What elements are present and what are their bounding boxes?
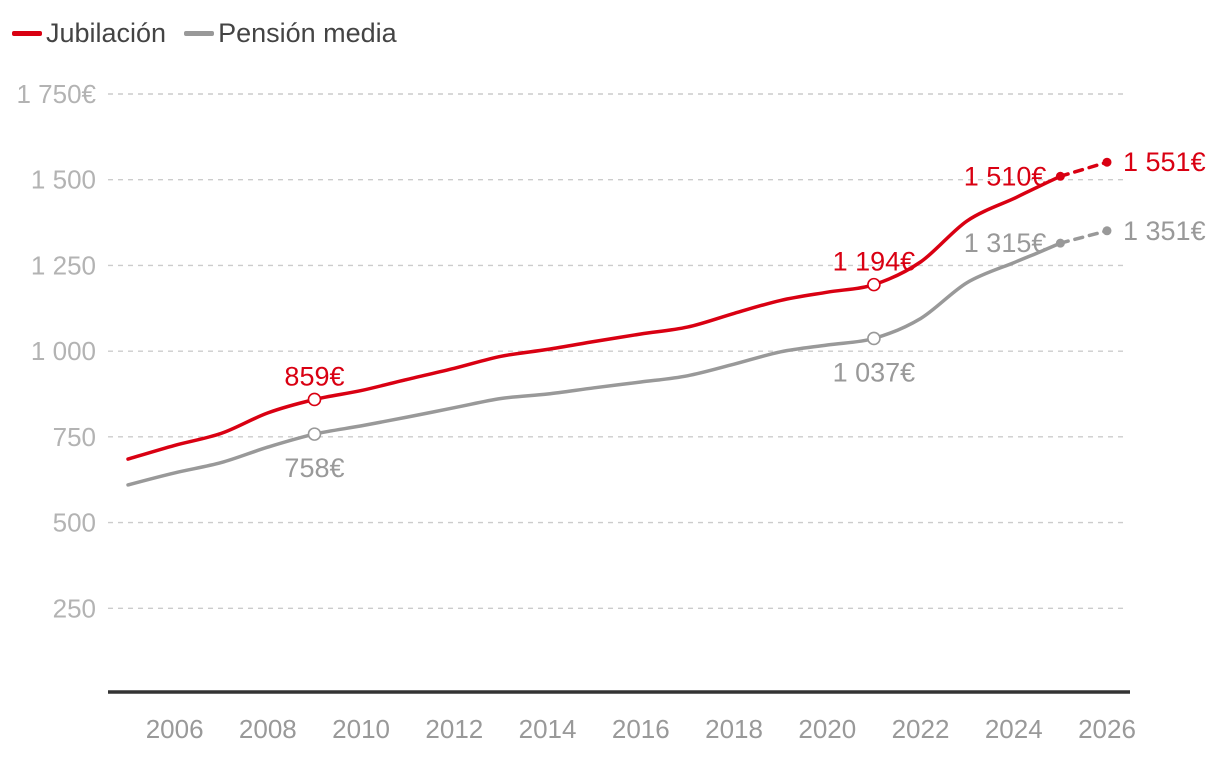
marker-pension-media-2009 — [307, 427, 322, 441]
data-label-pension-media-2009: 758€ — [284, 453, 344, 483]
x-tick-label-2010: 2010 — [332, 714, 390, 744]
x-tick-label-2006: 2006 — [146, 714, 204, 744]
projection-line-jubilacion — [1058, 160, 1109, 179]
series-line-pension-media — [126, 241, 1063, 487]
marker-jubilacion-2021 — [867, 277, 881, 292]
y-tick-label-500: 500 — [53, 508, 96, 538]
y-tick-label-1250: 1 250 — [31, 250, 96, 280]
x-tick-label-2014: 2014 — [519, 714, 577, 744]
data-label-jubilacion-2009: 859€ — [284, 361, 344, 391]
y-tick-label-1500: 1 500 — [31, 165, 96, 195]
data-label-jubilacion-2026: 1 551€ — [1123, 147, 1206, 177]
legend-item-jubilacion: Jubilación — [12, 18, 166, 49]
x-tick-label-2008: 2008 — [239, 714, 297, 744]
y-tick-label-250: 250 — [53, 593, 96, 623]
data-label-pension-media-2025: 1 315€ — [964, 228, 1047, 258]
marker-pension-media-2021 — [867, 331, 881, 346]
x-tick-label-2012: 2012 — [425, 714, 483, 744]
marker-pension-media-2026 — [1102, 226, 1112, 236]
legend-swatch-jubilacion — [12, 31, 42, 36]
marker-pension-media-2025 — [1055, 238, 1065, 248]
legend-label-pension-media: Pensión media — [218, 18, 397, 48]
y-tick-label-1750: 1 750€ — [16, 79, 96, 109]
marker-jubilacion-2009 — [307, 392, 322, 407]
projection-line-pension-media — [1058, 229, 1109, 245]
x-tick-label-2020: 2020 — [798, 714, 856, 744]
x-tick-label-2016: 2016 — [612, 714, 670, 744]
legend-item-pension-media: Pensión media — [184, 18, 397, 49]
x-tick-label-2018: 2018 — [705, 714, 763, 744]
data-label-jubilacion-2021: 1 194€ — [833, 247, 916, 277]
series-line-jubilacion — [126, 174, 1063, 461]
y-tick-label-750: 750 — [53, 422, 96, 452]
legend-swatch-pension-media — [184, 31, 215, 36]
legend: Jubilación Pensión media — [12, 18, 397, 49]
data-label-jubilacion-2025: 1 510€ — [964, 161, 1047, 191]
y-tick-label-1000: 1 000 — [31, 336, 96, 366]
x-tick-label-2026: 2026 — [1078, 714, 1136, 744]
data-label-pension-media-2026: 1 351€ — [1123, 216, 1206, 246]
x-tick-label-2022: 2022 — [892, 714, 950, 744]
x-tick-label-2024: 2024 — [985, 714, 1043, 744]
data-label-pension-media-2021: 1 037€ — [833, 357, 916, 387]
legend-label-jubilacion: Jubilación — [46, 18, 167, 48]
marker-jubilacion-2026 — [1102, 157, 1112, 167]
marker-jubilacion-2025 — [1055, 171, 1065, 181]
